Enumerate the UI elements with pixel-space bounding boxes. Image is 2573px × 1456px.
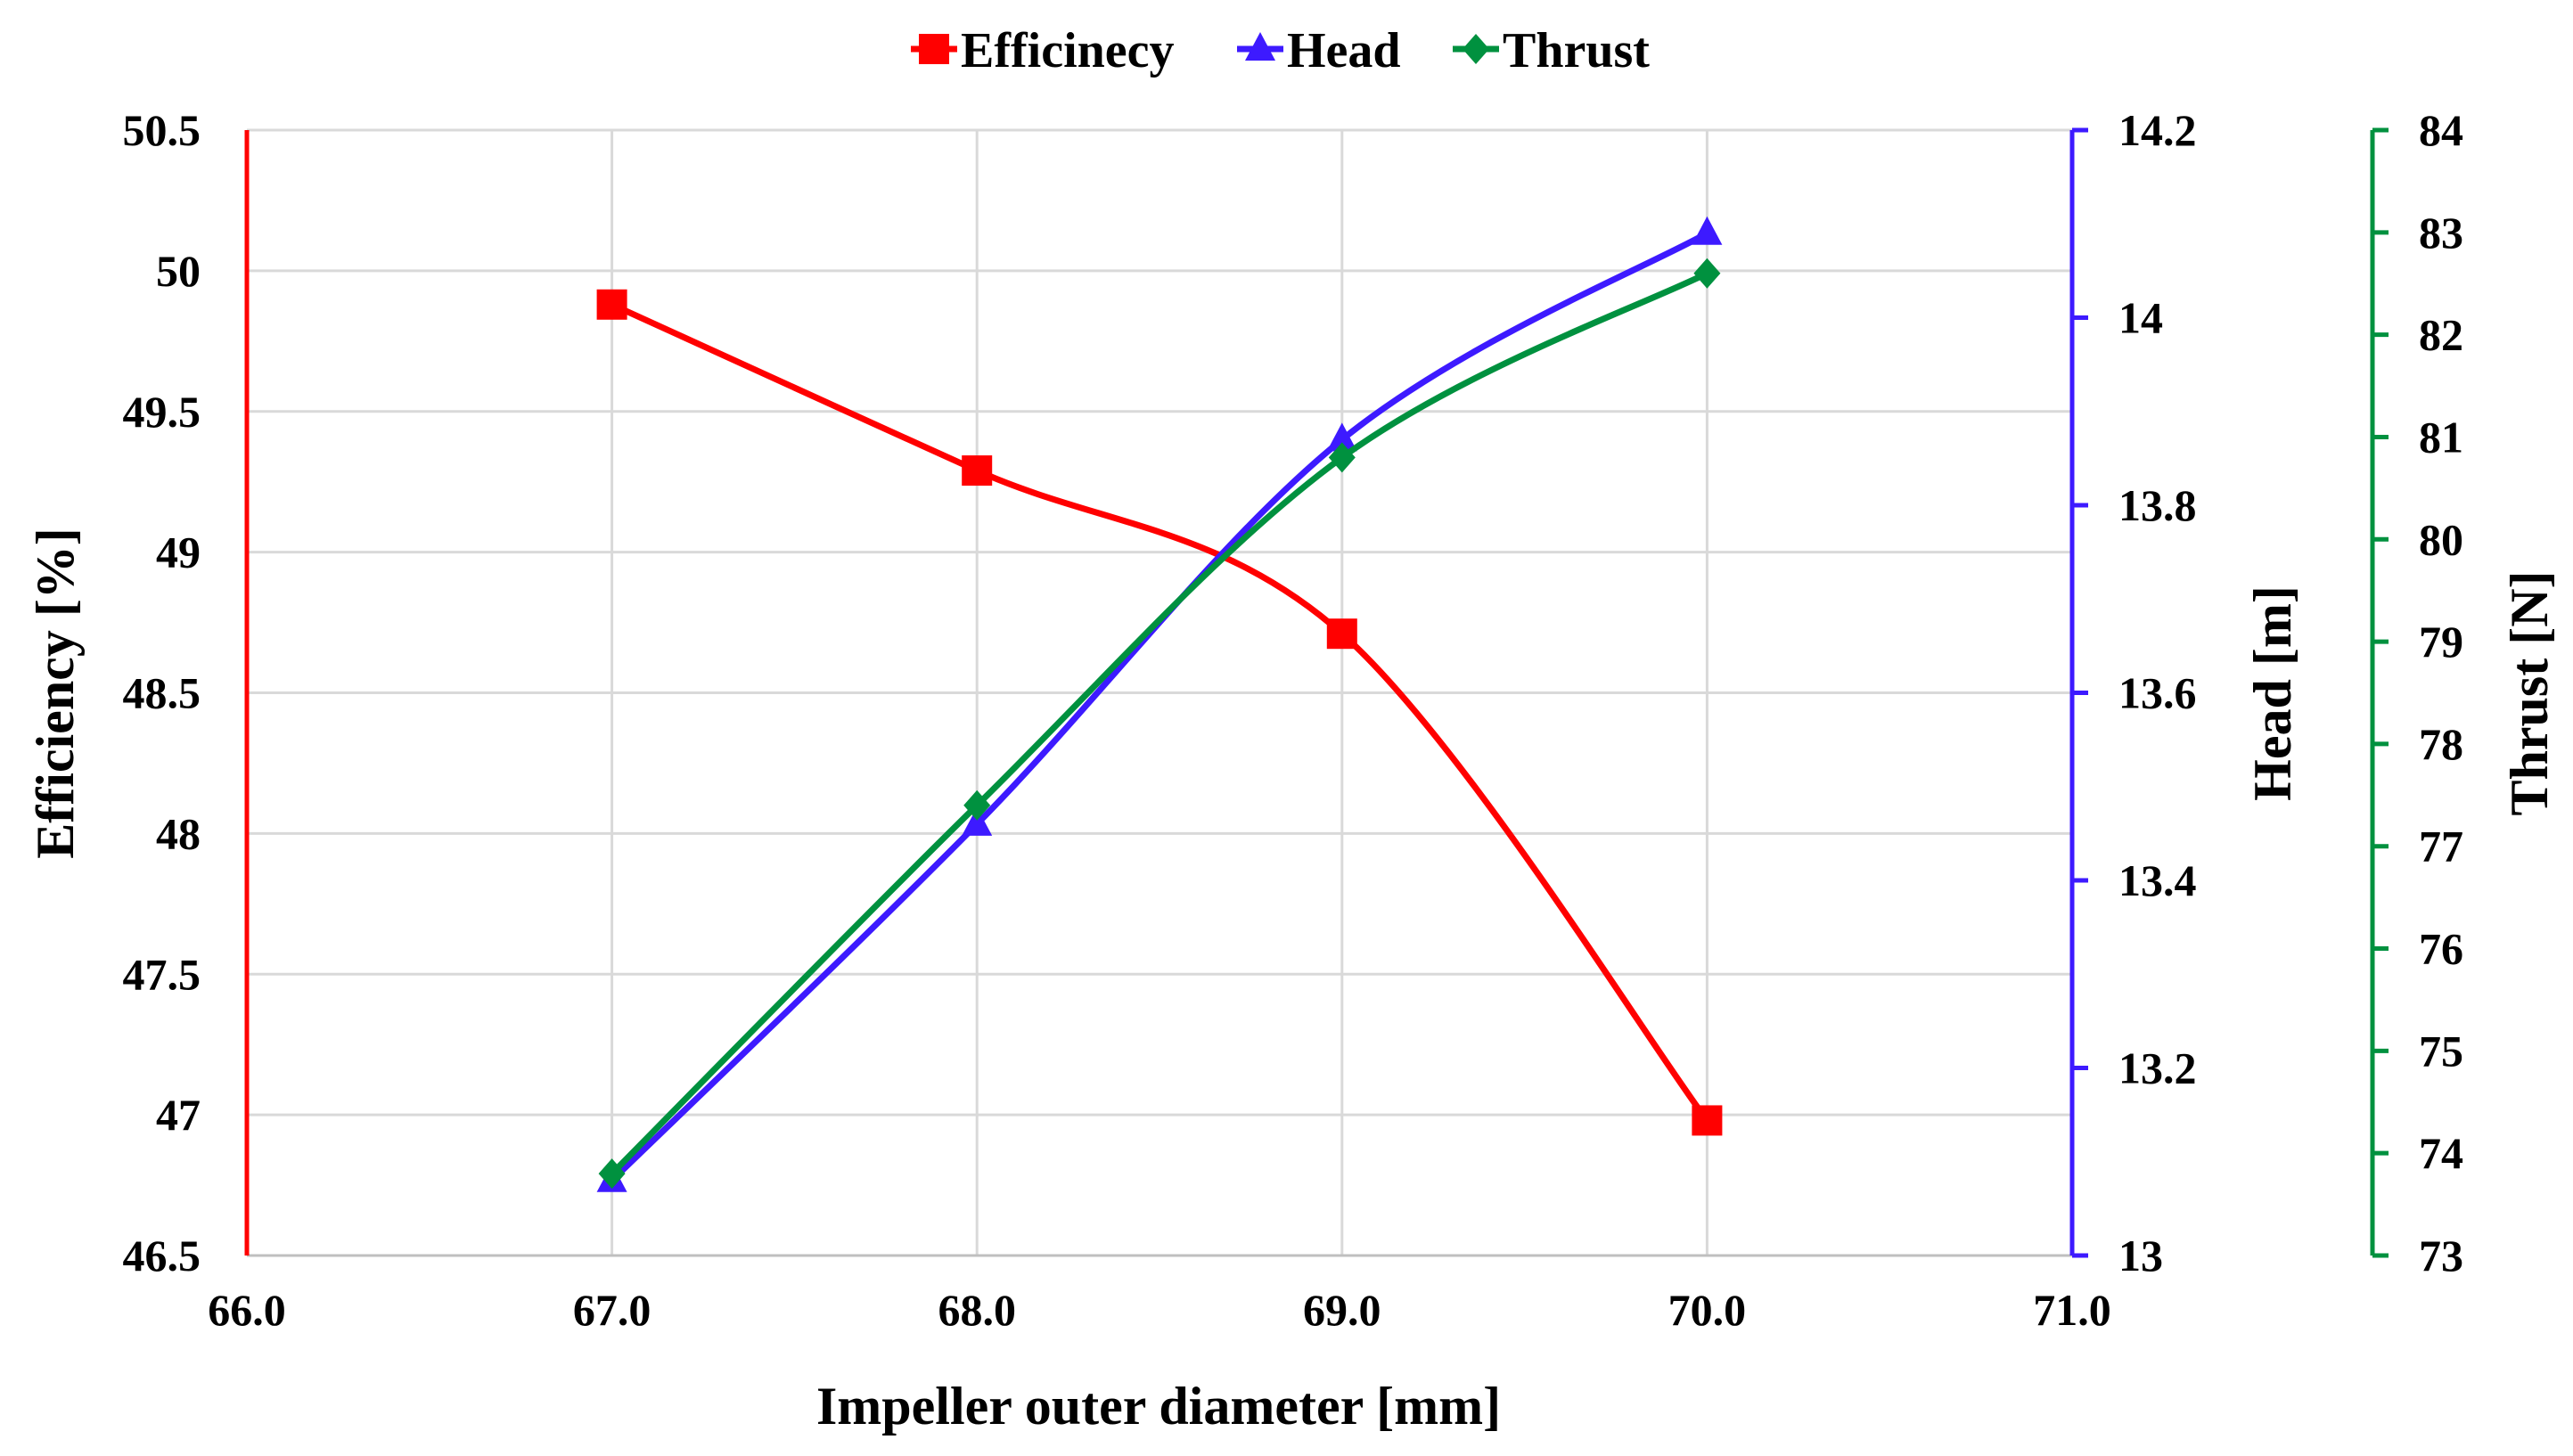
thrust-tick-label: 78	[2419, 719, 2463, 769]
thrust-tick-label: 80	[2419, 514, 2463, 564]
left-y-axis-label: Efficiency [%]	[26, 528, 85, 859]
left-tick-label: 50.5	[123, 105, 201, 155]
x-tick-label: 69.0	[1303, 1285, 1381, 1335]
legend-head-label: Head	[1287, 23, 1401, 78]
left-tick-label: 48.5	[123, 668, 201, 718]
left-tick-label: 49	[156, 528, 201, 577]
legend-thrust-marker	[1463, 34, 1489, 64]
axes: 66.0 67.0 68.0 69.0 70.0 71.0 46.5 47 47.5 48 48.5…	[123, 105, 2464, 1335]
thrust-tick-label: 76	[2419, 924, 2463, 974]
thrust-data-point	[1328, 442, 1356, 473]
thrust-tick-label: 79	[2419, 617, 2463, 667]
legend: Efficinecy Head Thrust	[911, 23, 1650, 78]
head-tick-label: 13.2	[2118, 1043, 2197, 1093]
legend-efficinecy-label: Efficinecy	[961, 23, 1174, 78]
legend-efficinecy-marker	[919, 34, 949, 64]
series	[596, 216, 1723, 1192]
left-tick-label: 48	[156, 808, 201, 858]
thrust-tick-label: 75	[2419, 1026, 2463, 1076]
head-tick-label: 13.4	[2118, 855, 2197, 905]
efficinecy-data-point	[1326, 618, 1357, 650]
efficinecy-data-point	[1692, 1105, 1723, 1136]
efficinecy-data-point	[962, 455, 993, 487]
x-tick-label: 71.0	[2033, 1285, 2111, 1335]
thrust-tick-label: 84	[2419, 105, 2463, 155]
thrust-series-line	[609, 270, 1710, 1177]
head-tick-label: 13.6	[2118, 668, 2197, 718]
thrust-data-point	[1693, 258, 1721, 289]
legend-thrust-label: Thrust	[1503, 23, 1650, 78]
head-tick-label: 13.8	[2118, 480, 2197, 530]
thrust-tick-label: 77	[2419, 822, 2463, 871]
x-tick-label: 68.0	[938, 1285, 1016, 1335]
head-tick-label: 14	[2118, 293, 2163, 343]
left-tick-label: 47.5	[123, 949, 201, 999]
left-tick-label: 50	[156, 246, 201, 296]
head-axis-label: Head [m]	[2243, 585, 2302, 801]
head-series-line	[609, 230, 1710, 1184]
thrust-data-point	[963, 789, 991, 821]
x-axis-label: Impeller outer diameter [mm]	[816, 1377, 1501, 1436]
left-tick-label: 49.5	[123, 387, 201, 437]
x-tick-label: 66.0	[208, 1285, 286, 1335]
legend-head-marker	[1245, 32, 1275, 61]
thrust-tick-label: 74	[2419, 1128, 2463, 1178]
thrust-tick-label: 73	[2419, 1231, 2463, 1280]
thrust-tick-label: 83	[2419, 208, 2463, 258]
head-data-point	[962, 806, 993, 836]
thrust-tick-label: 81	[2419, 412, 2463, 462]
left-tick-label: 46.5	[123, 1231, 201, 1280]
head-data-point	[1326, 422, 1357, 452]
thrust-axis-label: Thrust [N]	[2500, 570, 2559, 815]
x-tick-label: 67.0	[573, 1285, 651, 1335]
thrust-data-point	[598, 1158, 626, 1190]
thrust-tick-label: 82	[2419, 310, 2463, 360]
head-tick-label: 14.2	[2118, 105, 2197, 155]
grid	[245, 128, 2074, 1257]
x-tick-label: 70.0	[1668, 1285, 1747, 1335]
left-tick-label: 47	[156, 1090, 201, 1140]
head-data-point	[1692, 216, 1723, 245]
head-tick-label: 13	[2118, 1231, 2163, 1280]
efficinecy-series-line	[609, 301, 1710, 1124]
efficinecy-data-point	[596, 289, 627, 320]
